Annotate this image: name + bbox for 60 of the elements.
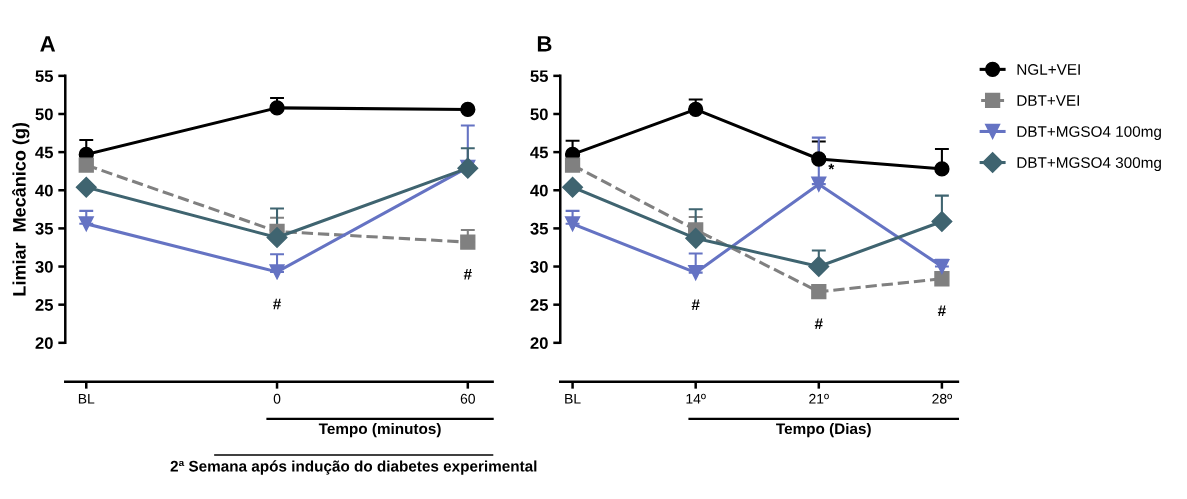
chart-title: A — [40, 36, 56, 52]
y-tick-label: 25 — [530, 299, 548, 311]
x-tick-label: BL — [78, 394, 95, 404]
x-tick-label: BL — [565, 394, 581, 404]
y-tick-label: 20 — [35, 337, 53, 350]
y-tick-label: 35 — [35, 222, 54, 235]
y-tick-label: 50 — [35, 108, 53, 121]
point — [269, 100, 285, 116]
y-axis-title: Limiar Mecânico (g) — [12, 122, 30, 296]
x-axis-title: Tempo (Dias) — [776, 422, 871, 438]
legend-label: DBT+VEI — [1017, 95, 1079, 106]
y-tick-label: 35 — [530, 222, 548, 235]
y-tick-label: 55 — [35, 70, 54, 83]
point — [688, 101, 704, 118]
point — [460, 101, 476, 118]
x-axis-title: Tempo (minutos) — [318, 422, 441, 438]
annotation: * — [828, 163, 835, 170]
annotation: # — [273, 298, 282, 310]
x-tick-label: 28º — [932, 393, 952, 404]
y-tick-label: 45 — [530, 146, 548, 159]
x-tick-label: 21º — [809, 393, 829, 404]
point — [685, 227, 707, 249]
point — [564, 216, 581, 232]
point — [808, 256, 830, 278]
y-tick-label: 45 — [35, 146, 54, 159]
text: 2ª Semana após indução do diabetes experimental — [170, 460, 537, 475]
y-tick-label: 40 — [35, 184, 53, 197]
annotation: # — [937, 305, 946, 317]
point — [269, 264, 285, 280]
x-tick-label: 0 — [273, 393, 281, 404]
point — [934, 271, 950, 287]
y-tick-label: 30 — [530, 260, 548, 273]
point — [266, 227, 288, 249]
y-tick-label: 40 — [530, 184, 548, 197]
point — [811, 284, 827, 300]
point — [562, 176, 584, 198]
point — [811, 176, 827, 192]
point — [75, 176, 97, 198]
annotation: # — [463, 269, 472, 280]
point — [460, 234, 476, 250]
point — [934, 161, 950, 177]
legend-label: NGL+VEI — [1017, 64, 1080, 75]
legend-label: DBT+MGSO4 100mg — [1017, 126, 1161, 140]
point — [811, 151, 827, 167]
legend-label: DBT+MGSO4 300mg — [1017, 157, 1161, 172]
annotation: # — [814, 318, 823, 329]
x-tick-label: 60 — [460, 393, 475, 404]
x-tick-label: 14º — [686, 393, 706, 404]
y-tick-label: 25 — [35, 299, 54, 311]
y-tick-label: 50 — [530, 108, 548, 121]
y-tick-label: 30 — [35, 260, 53, 273]
point — [931, 211, 953, 233]
point — [564, 157, 581, 173]
y-tick-label: 20 — [530, 337, 548, 350]
point — [688, 264, 704, 281]
annotation: # — [691, 299, 700, 310]
y-tick-label: 55 — [530, 70, 548, 83]
point — [78, 157, 94, 173]
point — [78, 216, 94, 232]
chart-title: B — [537, 36, 552, 52]
